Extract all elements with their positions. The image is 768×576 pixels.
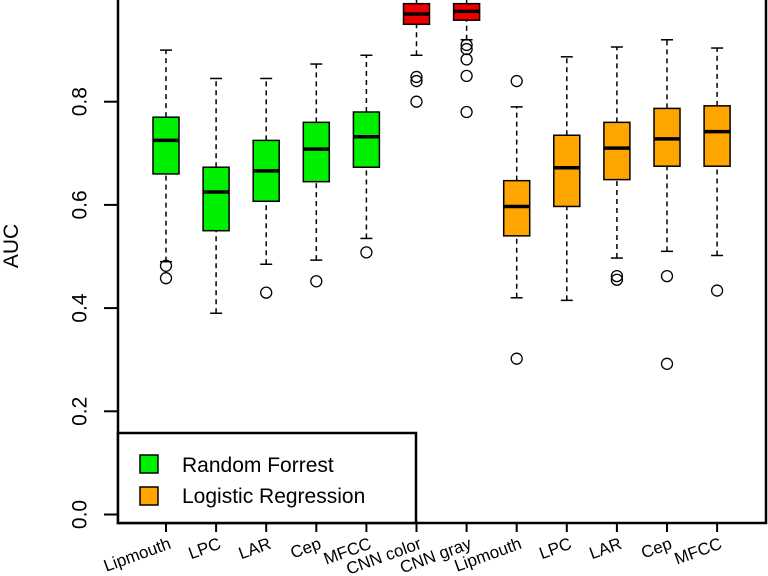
outlier-point — [410, 70, 423, 84]
outlier-point — [260, 286, 273, 299]
box-9 — [603, 46, 631, 286]
outlier-point — [460, 53, 473, 66]
outlier-point — [460, 69, 473, 83]
iqr-box — [302, 121, 331, 183]
x-tick-label: Cep — [639, 534, 675, 563]
box-5 — [402, 0, 431, 108]
outlier-point — [510, 74, 523, 88]
box-6 — [452, 0, 481, 119]
iqr-box — [603, 121, 631, 181]
x-tick-label: LAR — [236, 534, 274, 563]
iqr-box — [703, 105, 731, 167]
outlier-point — [660, 357, 674, 370]
outlier-point — [360, 246, 373, 259]
outlier-point — [159, 272, 173, 285]
x-tick-label: Cep — [288, 534, 324, 563]
outlier-point — [460, 42, 473, 56]
box-2 — [252, 77, 280, 299]
x-tick-label: LPC — [537, 534, 575, 563]
outlier-point — [510, 352, 523, 365]
iqr-box — [152, 116, 180, 175]
x-tick-label: Lipmouth — [101, 534, 173, 576]
legend: Random Forrest Logistic Regression — [116, 431, 418, 525]
box-series — [152, 0, 731, 370]
box-11 — [703, 47, 731, 297]
box-8 — [553, 56, 581, 302]
legend-swatch-random-forrest — [139, 454, 159, 474]
y-tick-label: 0.0 — [69, 500, 92, 529]
box-0 — [152, 49, 180, 285]
legend-box — [116, 431, 418, 525]
legend-label-random-forrest: Random Forrest — [182, 454, 334, 477]
outlier-point — [310, 275, 323, 288]
y-axis-label: AUC — [0, 224, 23, 268]
outlier-point — [610, 273, 624, 286]
y-axis: 0.0 0.2 0.4 0.6 0.8 — [69, 87, 119, 529]
y-tick-label: 0.4 — [69, 293, 92, 323]
outlier-point — [159, 259, 173, 272]
outlier-point — [410, 74, 423, 88]
box-10 — [653, 39, 681, 370]
x-tick-label: LAR — [587, 534, 625, 563]
legend-label-logistic-regression: Logistic Regression — [182, 485, 365, 508]
box-7 — [502, 74, 531, 365]
legend-swatch-logistic-regression — [139, 486, 159, 506]
iqr-box — [202, 166, 230, 232]
iqr-box — [502, 179, 531, 237]
outlier-point — [710, 284, 724, 297]
outlier-point — [460, 105, 473, 119]
outlier-point — [460, 38, 473, 52]
iqr-box — [352, 111, 381, 168]
x-tick-label: MFCC — [672, 534, 725, 569]
outlier-point — [660, 269, 674, 283]
x-tick-label: LPC — [186, 534, 224, 563]
box-4 — [352, 54, 381, 259]
iqr-box — [553, 134, 581, 208]
box-1 — [202, 77, 230, 315]
outlier-point — [410, 95, 423, 108]
y-tick-label: 0.2 — [69, 397, 92, 426]
outlier-point — [610, 269, 624, 283]
y-tick-label: 0.6 — [69, 190, 92, 219]
box-3 — [302, 63, 331, 288]
y-tick-label: 0.8 — [69, 87, 92, 116]
